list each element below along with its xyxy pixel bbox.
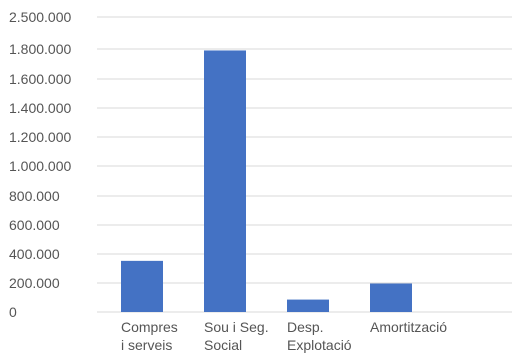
y-tick-label: 2.500.000 <box>9 9 71 25</box>
x-category-label: Compres i serveis <box>121 319 178 353</box>
bar <box>204 50 246 312</box>
y-tick-label: 0 <box>9 304 17 320</box>
y-tick-label: 600.000 <box>9 217 60 233</box>
bar <box>121 260 163 312</box>
y-tick-label: 1.200.000 <box>9 129 71 145</box>
y-tick-label: 200.000 <box>9 275 60 291</box>
y-tick-label: 1.800.000 <box>9 41 71 57</box>
x-category-label: Sou i Seg. Social <box>204 319 269 353</box>
y-tick-label: 400.000 <box>9 246 60 262</box>
bar <box>370 283 412 312</box>
x-category-label: Desp. Explotació <box>287 319 352 353</box>
y-tick-label: 800.000 <box>9 188 60 204</box>
y-tick-label: 1.000.000 <box>9 158 71 174</box>
x-category-label: Amortització <box>370 319 447 335</box>
y-tick-label: 1.400.000 <box>9 100 71 116</box>
bar <box>287 299 329 312</box>
y-tick-label: 1.600.000 <box>9 71 71 87</box>
